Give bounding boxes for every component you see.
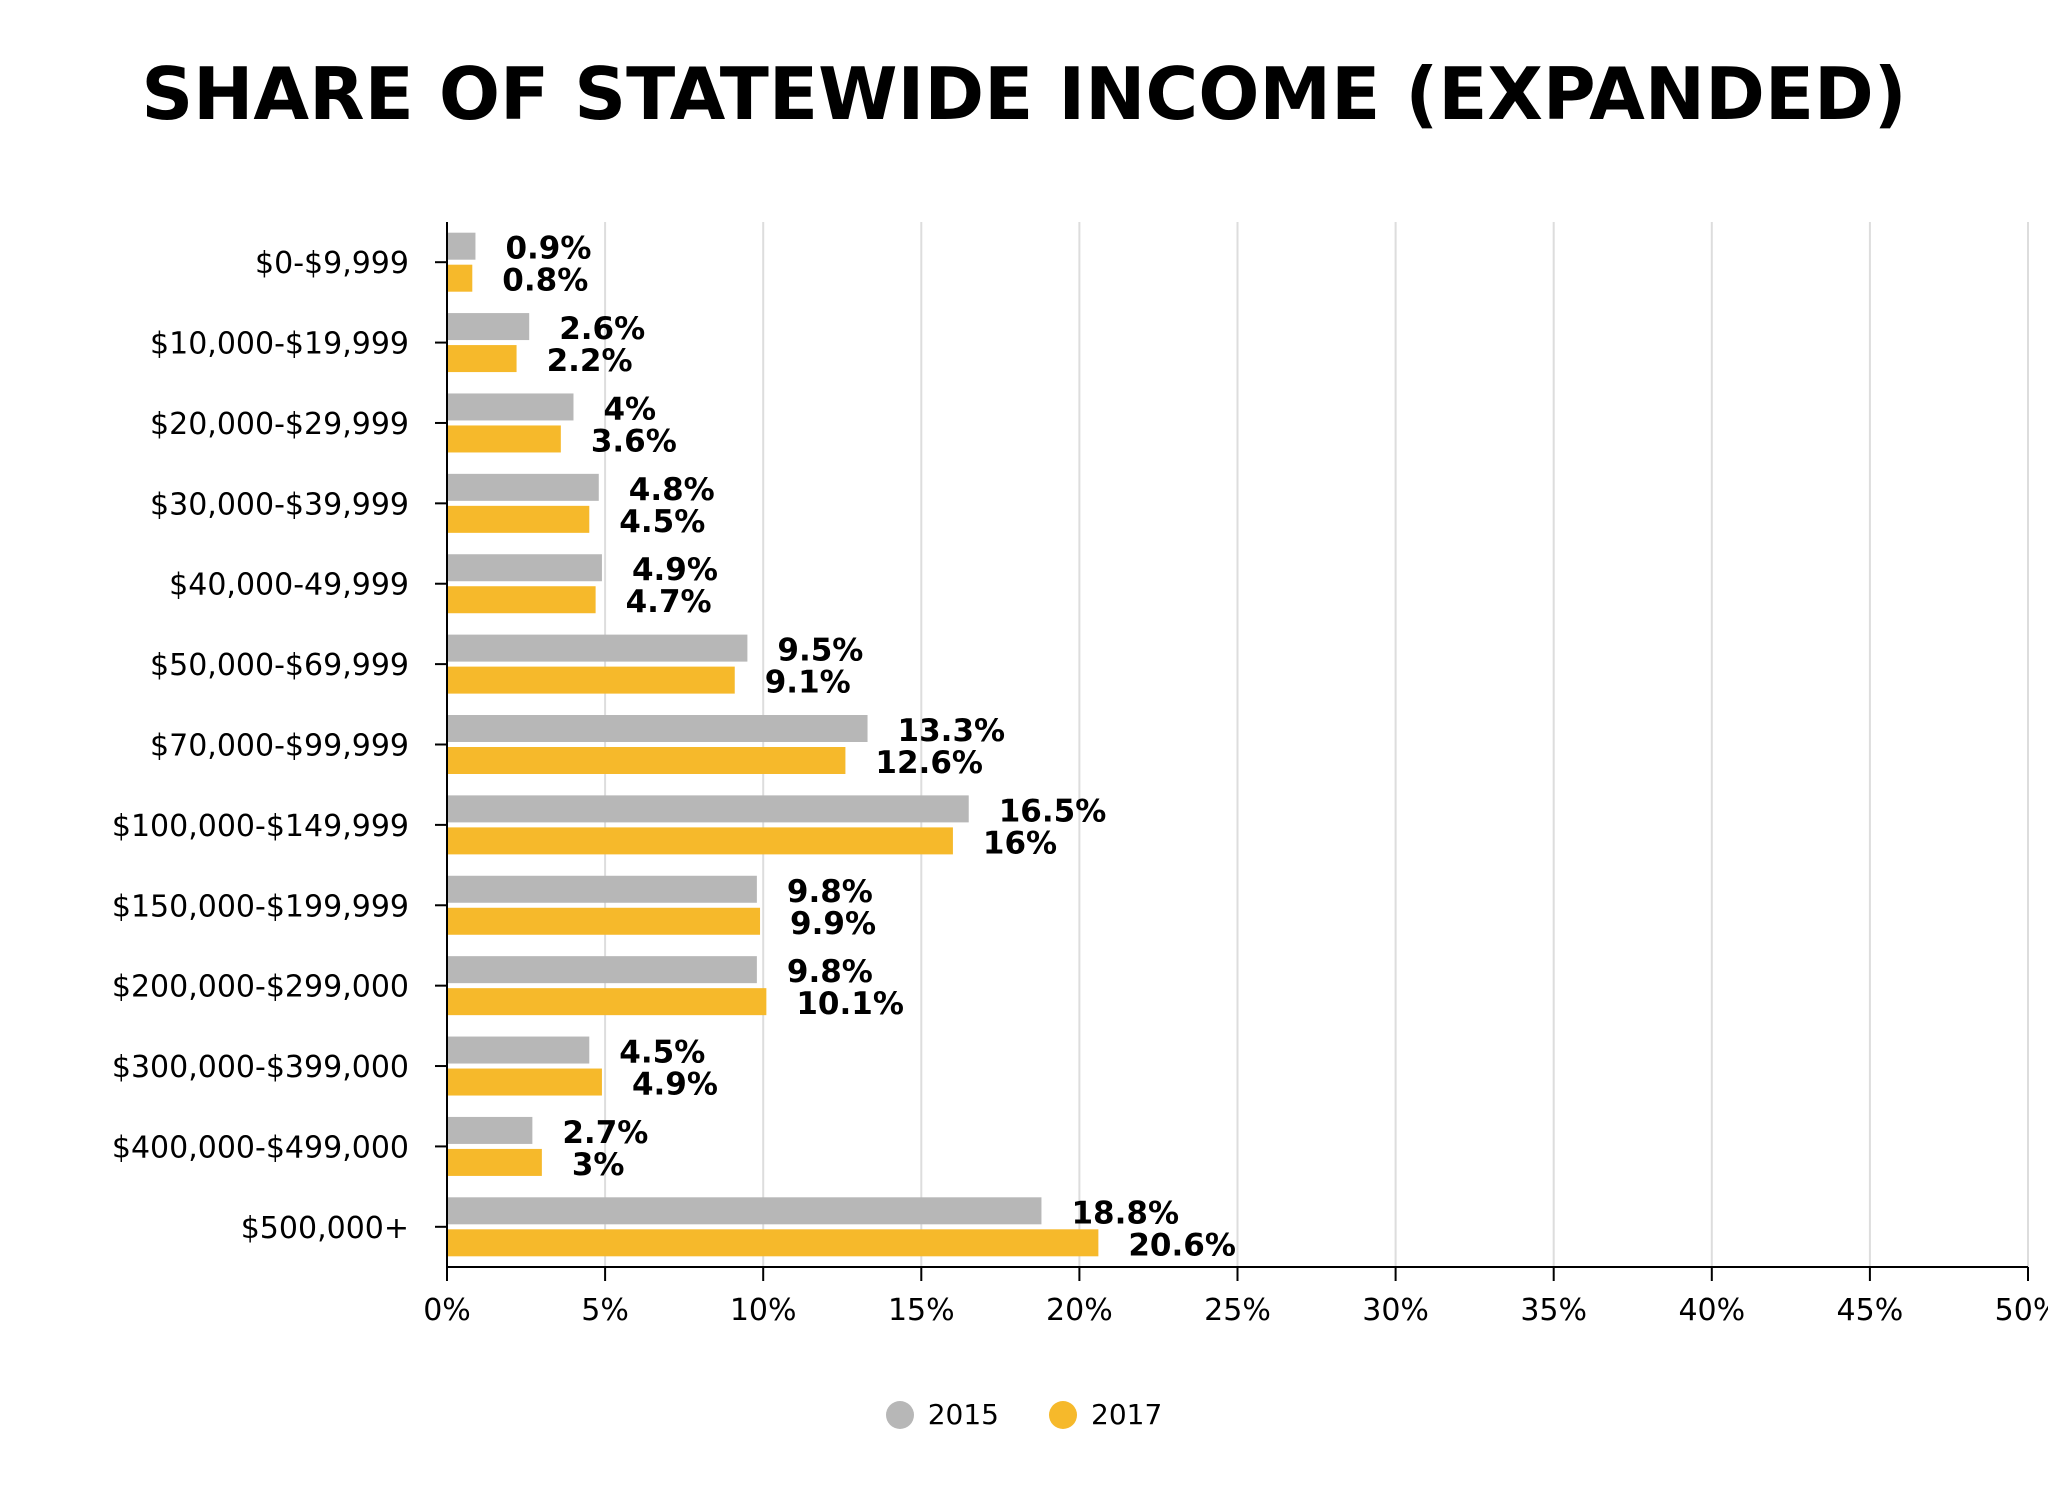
bars: [447, 232, 1099, 1257]
bar-2015[interactable]: [447, 875, 757, 903]
category-label: $10,000-$19,999: [150, 327, 409, 362]
data-label-2015: 9.5%: [777, 633, 863, 669]
data-label-2015: 18.8%: [1071, 1195, 1179, 1231]
legend-label-2017: 2017: [1091, 1398, 1163, 1431]
data-label-2017: 12.6%: [875, 745, 983, 781]
bar-2015[interactable]: [447, 634, 748, 662]
bar-2015[interactable]: [447, 393, 574, 421]
bar-2015[interactable]: [447, 313, 530, 341]
bar-2017[interactable]: [447, 345, 517, 373]
bar-2017[interactable]: [447, 1229, 1099, 1257]
category-label: $70,000-$99,999: [150, 729, 409, 764]
data-label-2015: 4%: [603, 391, 656, 427]
bar-2017[interactable]: [447, 1148, 542, 1176]
legend-swatch-2017: [1049, 1400, 1077, 1429]
category-label: $0-$9,999: [255, 246, 409, 281]
x-tick-label: 40%: [1678, 1293, 1745, 1328]
x-tick-label: 10%: [730, 1293, 797, 1328]
data-label-2017: 2.2%: [547, 343, 633, 379]
bar-2015[interactable]: [447, 1197, 1042, 1225]
gridlines: [604, 222, 2029, 1267]
data-label-2017: 4.5%: [619, 504, 705, 540]
category-label: $100,000-$149,999: [112, 809, 409, 844]
data-label-2017: 4.7%: [626, 584, 712, 620]
data-label-2015: 9.8%: [787, 954, 873, 990]
bar-2017[interactable]: [447, 505, 590, 533]
data-label-2017: 0.8%: [502, 263, 588, 299]
data-label-2015: 16.5%: [999, 793, 1107, 829]
bar-2017[interactable]: [447, 988, 767, 1016]
data-label-2017: 9.1%: [765, 665, 851, 701]
bar-2015[interactable]: [447, 795, 969, 823]
data-label-2017: 20.6%: [1128, 1227, 1236, 1263]
bar-2017[interactable]: [447, 907, 761, 935]
bar-2017[interactable]: [447, 586, 596, 614]
x-tick-label: 0%: [423, 1293, 471, 1328]
category-label: $400,000-$499,000: [112, 1130, 409, 1165]
legend-swatch-2015: [885, 1400, 914, 1429]
bar-2015[interactable]: [447, 1116, 533, 1144]
data-label-2015: 0.9%: [505, 231, 591, 267]
x-tick-label: 25%: [1204, 1293, 1271, 1328]
data-label-2017: 10.1%: [796, 986, 904, 1022]
x-tick-label: 45%: [1837, 1293, 1904, 1328]
bar-2017[interactable]: [447, 827, 953, 855]
x-tick-label: 5%: [581, 1293, 629, 1328]
category-label: $40,000-49,999: [169, 568, 409, 603]
data-label-2017: 9.9%: [790, 906, 876, 942]
bar-2015[interactable]: [447, 956, 757, 984]
chart-title: SHARE OF STATEWIDE INCOME (EXPANDED): [141, 52, 1907, 136]
data-label-2015: 2.6%: [559, 311, 645, 347]
bar-2015[interactable]: [447, 554, 602, 582]
legend-item-2017[interactable]: 2017: [1049, 1398, 1162, 1431]
category-label: $200,000-$299,000: [112, 970, 409, 1005]
data-label-2015: 4.5%: [619, 1035, 705, 1071]
category-label: $30,000-$39,999: [150, 487, 409, 522]
bar-2015[interactable]: [447, 232, 476, 260]
data-label-2017: 3.6%: [591, 423, 677, 459]
bar-2015[interactable]: [447, 1036, 590, 1064]
category-label: $20,000-$29,999: [150, 407, 409, 442]
data-label-2017: 3%: [572, 1147, 625, 1183]
x-tick-label: 30%: [1362, 1293, 1429, 1328]
data-label-2015: 2.7%: [562, 1115, 648, 1151]
labels: 0% 5% 10% 15% 20% 25% 30% 35% 40% 45% 50% $0-$9,999…: [112, 231, 2048, 1328]
x-tick-label: 15%: [888, 1293, 955, 1328]
bar-2017[interactable]: [447, 264, 473, 292]
x-tick-label: 20%: [1046, 1293, 1113, 1328]
axes: [435, 222, 2029, 1281]
category-label: $300,000-$399,000: [112, 1050, 409, 1085]
bar-2017[interactable]: [447, 747, 846, 774]
data-label-2015: 4.9%: [632, 552, 718, 588]
x-tick-label: 50%: [1995, 1293, 2048, 1328]
bar-2015[interactable]: [447, 473, 599, 501]
bar-2015[interactable]: [447, 715, 868, 742]
category-label: $500,000+: [241, 1211, 409, 1246]
data-label-2017: 16%: [983, 825, 1057, 861]
category-label: $150,000-$199,999: [112, 889, 409, 924]
data-label-2015: 4.8%: [629, 472, 715, 508]
data-label-2017: 4.9%: [632, 1067, 718, 1103]
category-label: $50,000-$69,999: [150, 648, 409, 683]
legend: 2015 2017: [0, 1398, 2048, 1431]
bar-2017[interactable]: [447, 425, 561, 453]
legend-label-2015: 2015: [927, 1398, 999, 1431]
bar-2017[interactable]: [447, 666, 735, 694]
bar-2017[interactable]: [447, 1068, 602, 1096]
data-label-2015: 13.3%: [898, 713, 1006, 749]
legend-item-2015[interactable]: 2015: [885, 1398, 999, 1431]
data-label-2015: 9.8%: [787, 874, 873, 910]
x-tick-label: 35%: [1520, 1293, 1587, 1328]
